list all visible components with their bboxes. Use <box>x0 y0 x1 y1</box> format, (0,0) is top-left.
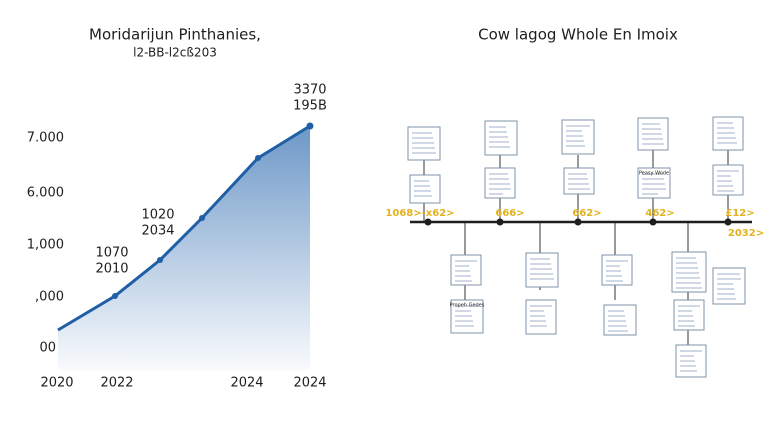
annotation: 195B <box>293 99 327 114</box>
x-label: 2024 <box>230 376 263 391</box>
annotation: 1070 <box>95 246 128 261</box>
timeline-label: 2032> <box>728 228 764 239</box>
area <box>58 126 310 370</box>
timeline-label: 1068>-x62> <box>385 208 454 219</box>
left-title: Moridarijun Pinthanies, <box>89 26 261 44</box>
timeline-label: 662> <box>572 208 601 219</box>
timeline-dot <box>424 218 432 226</box>
timeline-dot <box>496 218 504 226</box>
annotation: 2010 <box>95 262 128 277</box>
y-label: 00 <box>39 341 56 356</box>
timeline-dot <box>649 218 657 226</box>
x-label: 2022 <box>100 376 133 391</box>
card-lines <box>412 122 741 372</box>
point <box>199 215 205 221</box>
point <box>112 293 118 299</box>
y-label: 1,000 <box>27 238 64 253</box>
point <box>306 122 314 130</box>
timeline-label: £12> <box>725 208 754 219</box>
x-label: 2024 <box>293 376 326 391</box>
right-title: Cow lagog Whole En Imoix <box>478 26 678 44</box>
timeline-dot <box>574 218 582 226</box>
y-label: ,000 <box>35 290 64 305</box>
line <box>57 124 311 332</box>
cards <box>407 116 746 378</box>
annotation: 3370 <box>293 83 326 98</box>
annotation: 2034 <box>141 224 174 239</box>
point <box>157 257 163 263</box>
annotation: 1020 <box>141 208 174 223</box>
card-label: Propeh Gedes <box>450 303 485 309</box>
timeline-dot <box>724 218 732 226</box>
timeline-label: 462> <box>645 208 674 219</box>
timeline-label: 666> <box>495 208 524 219</box>
card-label: Peasy Wode <box>639 171 669 177</box>
point <box>255 155 261 161</box>
y-label: 6.000 <box>27 186 64 201</box>
left-subtitle: l2-BB-l2cß203 <box>133 46 217 60</box>
x-label: 2020 <box>40 376 73 391</box>
y-label: 7.000 <box>27 131 64 146</box>
